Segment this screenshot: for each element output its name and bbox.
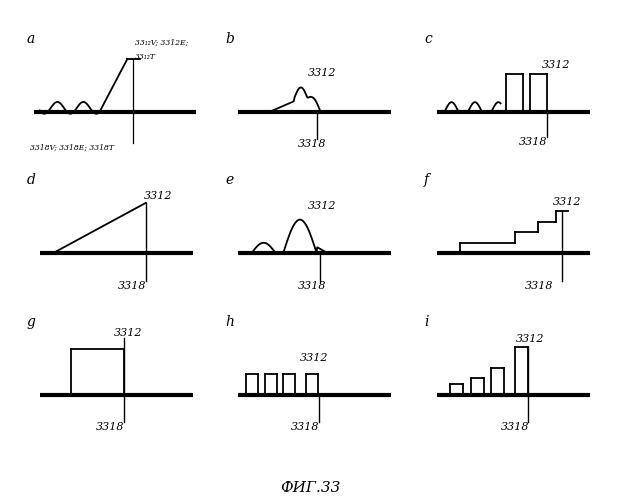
Text: 3312: 3312	[515, 334, 544, 344]
Text: 3312: 3312	[144, 190, 173, 200]
Text: 3318: 3318	[298, 280, 327, 290]
Text: 3312: 3312	[300, 354, 329, 364]
Text: 33₁₂V; 3312E;: 33₁₂V; 3312E;	[135, 38, 188, 46]
Text: 3318: 3318	[298, 139, 327, 149]
Text: c: c	[424, 32, 432, 46]
Text: 3318: 3318	[519, 137, 548, 147]
Text: 3312: 3312	[114, 328, 143, 338]
Text: b: b	[225, 32, 234, 46]
Text: 33₁₂T: 33₁₂T	[135, 53, 156, 61]
Text: 3318: 3318	[118, 280, 147, 290]
Text: 3318V; 3318E; 3318T: 3318V; 3318E; 3318T	[30, 144, 114, 152]
Text: a: a	[27, 32, 35, 46]
Text: d: d	[27, 174, 35, 188]
Text: 3318: 3318	[96, 422, 124, 432]
Text: 3312: 3312	[307, 201, 336, 211]
Text: 3312: 3312	[307, 68, 336, 78]
Text: 3312: 3312	[542, 60, 570, 70]
Text: e: e	[225, 174, 233, 188]
Text: 3318: 3318	[501, 422, 529, 432]
Text: 3318: 3318	[291, 422, 319, 432]
Text: g: g	[27, 315, 35, 329]
Text: f: f	[424, 174, 429, 188]
Text: h: h	[225, 315, 234, 329]
Text: ФИГ.33: ФИГ.33	[280, 481, 341, 495]
Text: 3312: 3312	[553, 197, 581, 207]
Text: 3318: 3318	[525, 280, 553, 290]
Text: i: i	[424, 315, 428, 329]
